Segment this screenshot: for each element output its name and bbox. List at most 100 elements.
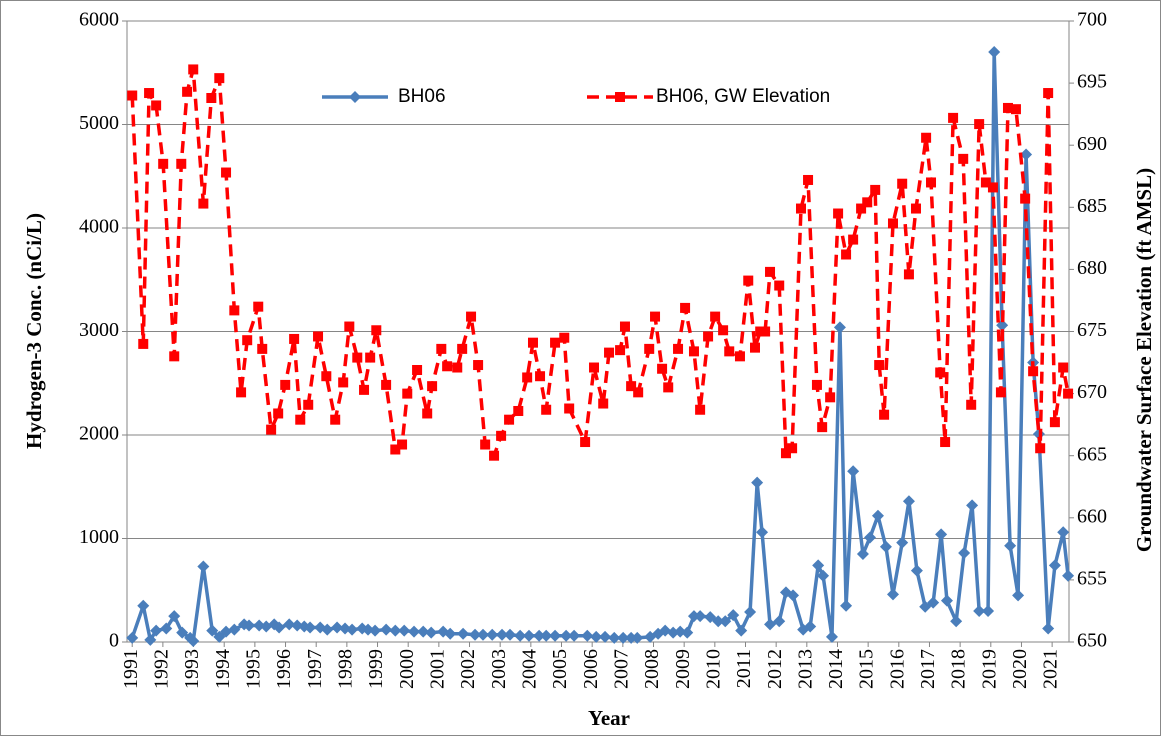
square-marker [229, 305, 240, 316]
diamond-marker [560, 629, 573, 642]
diamond-marker [787, 589, 800, 602]
diamond-marker [137, 599, 150, 612]
square-marker [910, 203, 921, 214]
diamond-marker [581, 629, 594, 642]
x-tick-label: 1997 [304, 649, 326, 689]
square-marker [995, 387, 1006, 398]
square-marker [176, 158, 187, 169]
square-marker [513, 405, 524, 416]
diamond-marker [398, 624, 411, 637]
diamond-marker [549, 629, 562, 642]
diamond-marker [346, 623, 359, 636]
square-marker [257, 343, 268, 354]
diamond-marker [168, 610, 181, 623]
square-marker [473, 360, 484, 371]
diamond-marker [764, 618, 777, 631]
diamond-marker [331, 621, 344, 634]
square-marker [856, 203, 867, 214]
diamond-marker [910, 564, 923, 577]
x-tick-label: 2020 [1009, 649, 1031, 689]
square-marker [321, 371, 332, 382]
square-marker [848, 234, 859, 245]
square-marker [427, 381, 438, 392]
diamond-marker [425, 626, 438, 639]
diamond-marker [514, 629, 527, 642]
x-tick-label: 2014 [825, 649, 847, 689]
diamond-marker [160, 622, 173, 635]
x-tick-label: 2007 [610, 649, 632, 689]
diamond-marker [804, 620, 817, 633]
x-tick-label: 2005 [549, 649, 571, 689]
square-marker [1010, 104, 1021, 115]
square-marker [958, 153, 969, 164]
diamond-marker [444, 627, 457, 640]
square-marker [1020, 193, 1031, 204]
diamond-marker [833, 321, 846, 334]
square-marker [313, 331, 324, 342]
square-marker [206, 93, 217, 104]
diamond-marker [408, 625, 421, 638]
square-marker [980, 177, 991, 188]
square-marker [522, 372, 533, 383]
square-marker [765, 266, 776, 277]
square-marker [825, 392, 836, 403]
diamond-marker [1004, 539, 1017, 552]
diamond-marker [389, 624, 402, 637]
y2-axis-title: Groundwater Surface Elevation (ft AMSL) [1132, 168, 1156, 552]
square-marker [442, 361, 453, 372]
square-marker [564, 403, 575, 414]
square-marker [598, 398, 609, 409]
square-marker [1002, 102, 1013, 113]
square-marker [480, 439, 491, 450]
y2-tick-label: 690 [1077, 133, 1107, 155]
square-marker [604, 347, 615, 358]
square-marker [266, 424, 277, 435]
square-marker [811, 379, 822, 390]
diamond-marker [667, 626, 680, 639]
diamond-marker [886, 588, 899, 601]
diamond-marker [863, 531, 876, 544]
diamond-marker [719, 615, 732, 628]
square-marker [402, 388, 413, 399]
x-tick-label: 2013 [794, 649, 816, 689]
square-marker [935, 367, 946, 378]
x-tick-label: 1994 [212, 649, 234, 689]
y-tick-label: 0 [109, 630, 119, 652]
square-marker [718, 325, 729, 336]
square-marker [787, 443, 798, 454]
square-marker [466, 311, 477, 322]
x-tick-label: 2015 [856, 649, 878, 689]
square-marker [550, 337, 561, 348]
diamond-marker [871, 509, 884, 522]
square-marker [580, 437, 591, 448]
x-tick-label: 2001 [426, 649, 448, 689]
y2-tick-label: 655 [1077, 567, 1107, 589]
square-marker [750, 342, 760, 353]
y-tick-label: 4000 [79, 216, 119, 238]
square-marker [138, 338, 149, 349]
square-marker [650, 311, 661, 322]
x-tick-label: 1993 [181, 649, 203, 689]
diamond-marker [608, 631, 621, 644]
square-marker [535, 371, 546, 382]
x-tick-label: 2009 [672, 649, 694, 689]
square-marker [504, 414, 515, 425]
square-marker [1058, 362, 1069, 373]
diamond-marker [273, 621, 286, 634]
square-marker [541, 404, 552, 415]
square-marker [626, 381, 637, 392]
y2-tick-label: 680 [1077, 257, 1107, 279]
diamond-marker [879, 540, 892, 553]
diamond-marker [486, 628, 499, 641]
x-tick-label: 2012 [764, 649, 786, 689]
square-marker [295, 414, 306, 425]
diamond-marker [756, 526, 769, 539]
square-marker [903, 269, 914, 280]
diamond-marker [625, 631, 638, 644]
square-marker [352, 352, 363, 363]
diamond-marker [283, 618, 296, 631]
square-marker [795, 203, 806, 214]
square-marker [862, 197, 873, 208]
